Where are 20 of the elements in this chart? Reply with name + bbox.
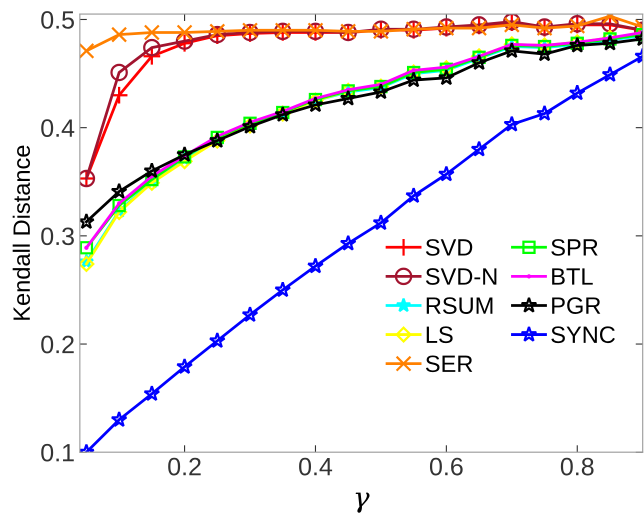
legend-label: SVD — [426, 239, 472, 256]
y-tick-label: 0.1 — [41, 444, 74, 462]
legend-label: PGR — [552, 297, 600, 314]
y-tick-label: 0.3 — [41, 227, 74, 246]
x-axis-title: γ — [356, 492, 370, 513]
legend-label: SPR — [551, 239, 598, 256]
legend-label: BTL — [552, 268, 593, 285]
legend-label: LS — [426, 326, 453, 344]
y-tick-label: 0.5 — [41, 11, 74, 29]
y-tick-label: 0.2 — [41, 336, 74, 354]
legend-label: RSUM — [426, 297, 492, 314]
y-tick-label: 0.4 — [41, 119, 74, 137]
legend-label: SYNC — [551, 326, 615, 344]
x-tick-label: 0.4 — [299, 458, 332, 476]
x-tick-label: 0.6 — [430, 458, 463, 476]
legend-label: SVD-N — [426, 268, 496, 285]
x-tick-label: 0.2 — [168, 458, 201, 476]
y-axis-title: Kendall Distance — [12, 146, 30, 320]
x-tick-label: 0.8 — [560, 458, 594, 476]
legend-label: SER — [426, 355, 472, 372]
